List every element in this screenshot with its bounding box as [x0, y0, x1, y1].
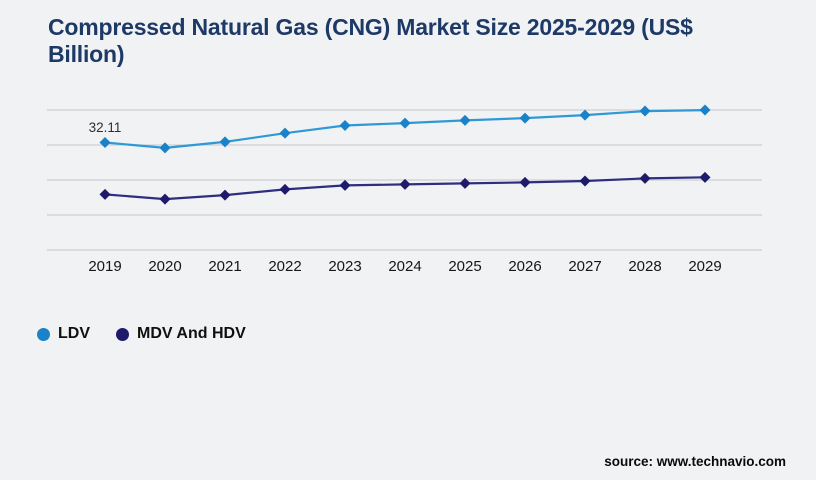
- x-axis-label: 2025: [448, 258, 481, 275]
- x-axis-label: 2022: [268, 258, 301, 275]
- data-point-ldv-2023: [339, 119, 351, 131]
- legend-item-mdv-and-hdv[interactable]: MDV And HDV: [116, 325, 246, 343]
- data-point-mdv-and-hdv-2028: [639, 172, 651, 184]
- x-axis-label: 2020: [148, 258, 181, 275]
- data-point-mdv-and-hdv-2023: [339, 179, 351, 191]
- data-point-ldv-2025: [459, 114, 471, 126]
- legend-item-label: LDV: [58, 325, 90, 342]
- data-point-ldv-2021: [219, 136, 231, 148]
- x-axis-label: 2024: [388, 258, 421, 275]
- x-axis-label: 2029: [688, 258, 721, 275]
- data-point-mdv-and-hdv-2027: [579, 175, 591, 187]
- data-point-mdv-and-hdv-2021: [219, 189, 231, 201]
- data-point-mdv-and-hdv-2026: [519, 176, 531, 188]
- data-point-ldv-2019: [99, 136, 111, 148]
- data-point-ldv-2028: [639, 105, 651, 117]
- data-point-ldv-2026: [519, 112, 531, 124]
- data-point-mdv-and-hdv-2020: [159, 193, 171, 205]
- data-point-mdv-and-hdv-2029: [699, 171, 711, 183]
- data-point-ldv-2022: [279, 127, 291, 139]
- mdv-hdv-legend-dot-icon: [116, 327, 129, 341]
- series-line-mdv-and-hdv: [104, 176, 706, 201]
- x-axis-label: 2027: [568, 258, 601, 275]
- x-axis-label: 2023: [328, 258, 361, 275]
- source-attribution: source: www.technavio.com: [604, 454, 786, 469]
- chart-legend: LDV MDV And HDV: [37, 325, 246, 343]
- x-axis-label: 2026: [508, 258, 541, 275]
- series-line-ldv: [104, 109, 706, 150]
- data-point-mdv-and-hdv-2022: [279, 183, 291, 195]
- data-point-mdv-and-hdv-2025: [459, 177, 471, 189]
- chart-title: Compressed Natural Gas (CNG) Market Size…: [48, 14, 693, 67]
- data-point-mdv-and-hdv-2024: [399, 178, 411, 190]
- data-point-ldv-2024: [399, 117, 411, 129]
- x-axis-label: 2019: [88, 258, 121, 275]
- data-point-ldv-2029: [699, 104, 711, 116]
- data-point-ldv-2020: [159, 142, 171, 154]
- ldv-legend-dot-icon: [37, 327, 50, 341]
- legend-item-label: MDV And HDV: [137, 325, 246, 342]
- data-point-mdv-and-hdv-2019: [99, 188, 111, 200]
- x-axis-label: 2028: [628, 258, 661, 275]
- data-point-ldv-2027: [579, 109, 591, 121]
- x-axis-label: 2021: [208, 258, 241, 275]
- data-label: 32.11: [89, 120, 122, 135]
- legend-item-ldv[interactable]: LDV: [37, 325, 90, 343]
